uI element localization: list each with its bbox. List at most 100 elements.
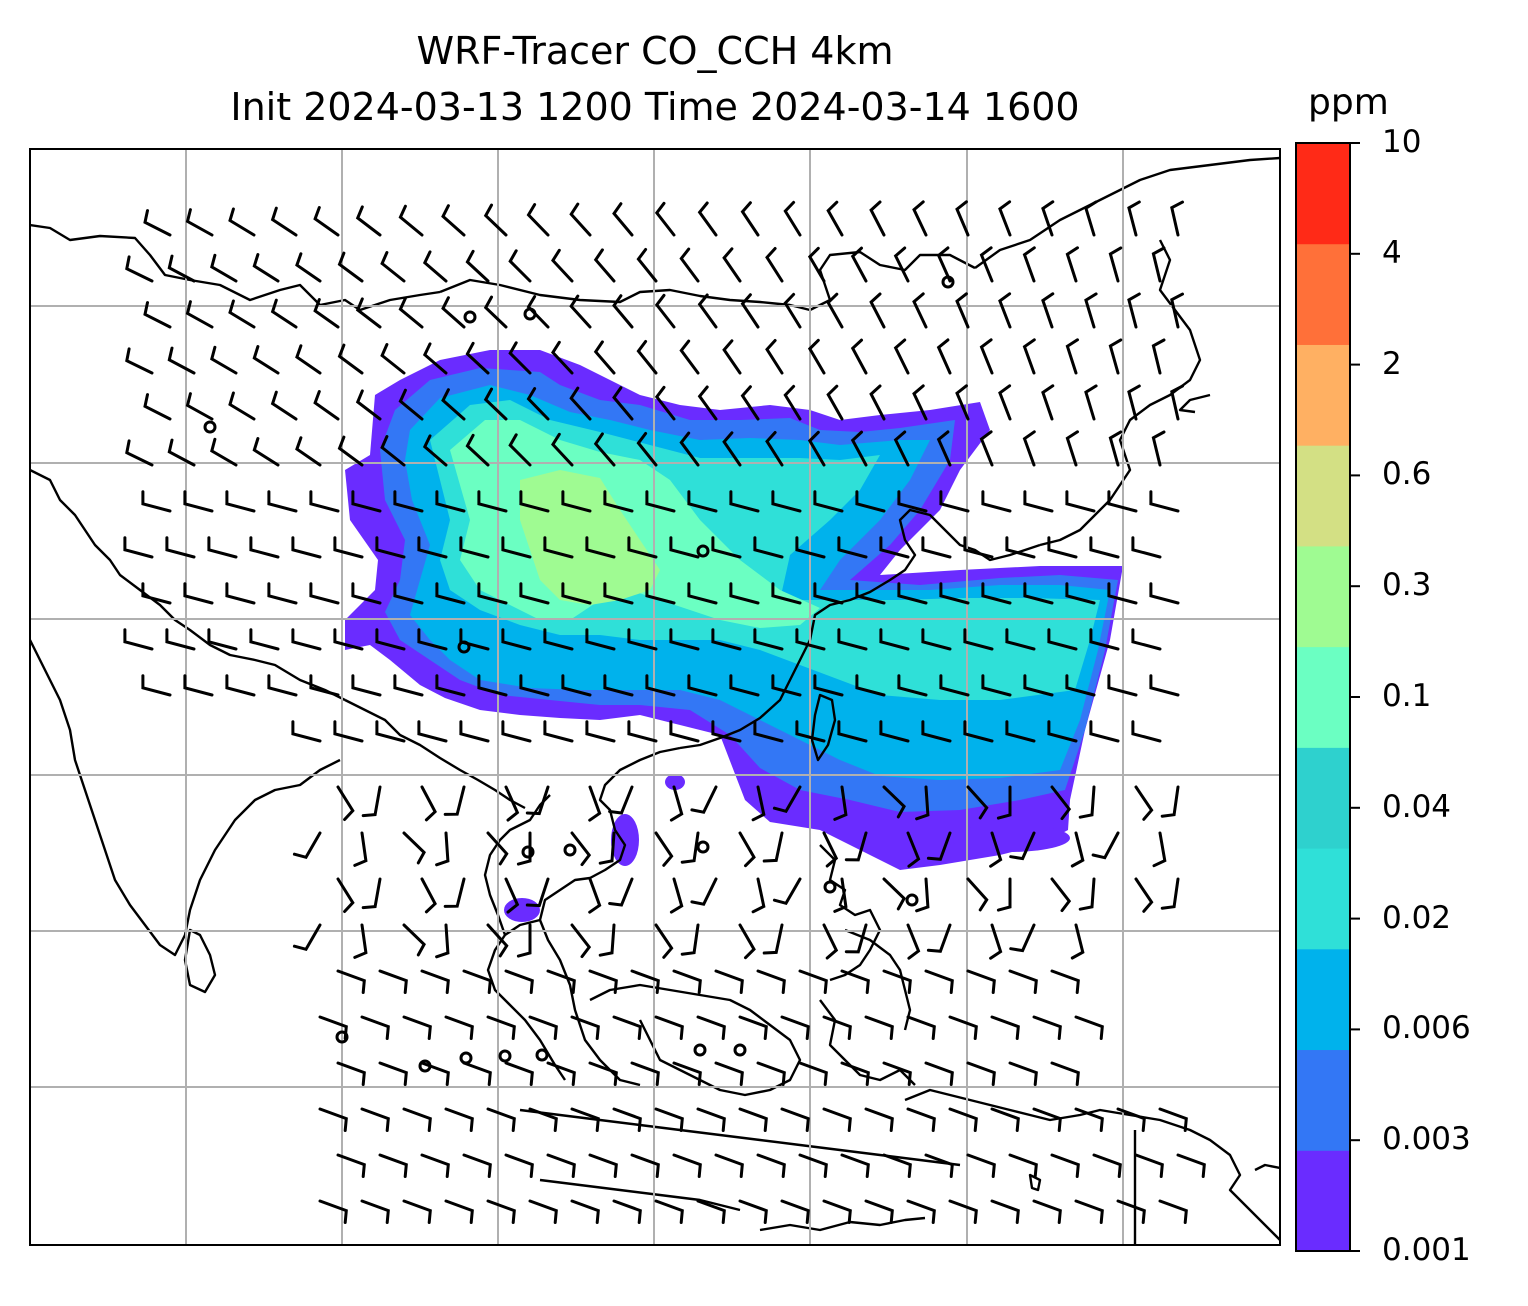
- wind-barb: [360, 1015, 390, 1040]
- wind-barb: [417, 628, 448, 651]
- wind-barb: [435, 490, 466, 513]
- wind-barb: [462, 969, 492, 994]
- wind-barb: [738, 1107, 768, 1132]
- wind-barb: [546, 969, 576, 994]
- wind-barb: [525, 785, 550, 816]
- wind-barb: [780, 1107, 810, 1132]
- wind-barb: [711, 720, 742, 743]
- wind-barb: [441, 296, 466, 329]
- wind-barb: [519, 582, 550, 605]
- wind-barb: [125, 347, 154, 375]
- wind-barb: [654, 831, 674, 867]
- wind-barb: [654, 293, 676, 329]
- wind-barb: [780, 1199, 810, 1224]
- wind-barb: [612, 386, 634, 421]
- colorbar-tick-label: 0.02: [1382, 899, 1452, 936]
- wind-barb: [864, 1107, 894, 1132]
- wind-barb: [267, 490, 298, 513]
- wind-barb: [1032, 1107, 1062, 1132]
- calm-wind-circle: [693, 1043, 707, 1057]
- wind-barb: [270, 298, 298, 329]
- wind-barb: [966, 969, 996, 994]
- wind-barb: [711, 628, 742, 651]
- wind-barb: [630, 1153, 660, 1178]
- wind-barb: [1074, 1015, 1104, 1040]
- wind-barb: [393, 490, 424, 513]
- colorbar-segment: [1296, 646, 1350, 748]
- wind-barb: [1108, 338, 1123, 375]
- wind-barb: [417, 536, 448, 559]
- wind-barb: [291, 720, 322, 743]
- wind-barb: [654, 385, 676, 421]
- wind-barb: [924, 1153, 954, 1178]
- wind-barb: [588, 1061, 618, 1086]
- wind-barb: [998, 292, 1012, 329]
- wind-barb: [740, 201, 760, 237]
- wind-barb: [654, 1015, 684, 1040]
- wind-barb: [228, 299, 256, 329]
- wind-barb: [729, 582, 760, 605]
- wind-barb: [570, 1015, 600, 1040]
- wind-barb: [1134, 1153, 1164, 1178]
- wind-barb: [486, 1199, 516, 1224]
- wind-barb: [141, 490, 172, 513]
- wind-barb: [1070, 831, 1085, 868]
- colorbar-tick-label: 0.1: [1382, 678, 1432, 714]
- wind-barb: [855, 674, 886, 697]
- wind-barb: [603, 582, 634, 605]
- wind-barb: [462, 1153, 492, 1178]
- wind-barb: [690, 785, 718, 814]
- wind-barb: [906, 1199, 936, 1224]
- wind-barb: [672, 969, 702, 994]
- wind-barb: [1108, 246, 1123, 283]
- wind-barb: [772, 877, 802, 906]
- wind-barb: [543, 720, 574, 743]
- colorbar-tick-label: 0.003: [1382, 1121, 1471, 1158]
- colorbar-tick-label: 0.6: [1382, 456, 1432, 493]
- wind-barb: [183, 490, 214, 513]
- wind-barb: [630, 1061, 660, 1086]
- wind-barb: [252, 345, 280, 375]
- wind-barb: [183, 582, 214, 605]
- wind-barb: [598, 923, 616, 957]
- wind-barb: [337, 435, 364, 467]
- wind-barb: [1050, 877, 1072, 913]
- wind-barb: [546, 1061, 576, 1086]
- wind-barb: [1149, 582, 1180, 605]
- wind-barb: [1089, 720, 1120, 743]
- wind-barb: [420, 1153, 450, 1178]
- wind-barb: [295, 252, 322, 283]
- wind-barb: [165, 536, 196, 559]
- wind-barb: [850, 430, 868, 467]
- wind-barb: [318, 1199, 348, 1224]
- wind-barb: [795, 720, 826, 743]
- wind-barb: [378, 1153, 408, 1178]
- wind-barb: [1151, 430, 1166, 467]
- wind-barb: [813, 582, 844, 605]
- wind-barb: [822, 1015, 852, 1040]
- wind-barb: [837, 536, 868, 559]
- wind-barb: [926, 923, 952, 953]
- wind-barb: [123, 628, 154, 651]
- wind-barb: [267, 582, 298, 605]
- wind-barb: [561, 674, 592, 697]
- wind-barb: [443, 785, 466, 816]
- wind-barb: [990, 1015, 1020, 1040]
- wind-barb: [687, 490, 718, 513]
- wind-barb: [963, 536, 994, 559]
- wind-barb: [669, 536, 700, 559]
- wind-barb: [292, 831, 322, 860]
- plume-blob-d: [950, 824, 1070, 852]
- wind-barb: [771, 490, 802, 513]
- wind-barb: [936, 430, 952, 467]
- wind-barb: [687, 674, 718, 697]
- wind-barb: [483, 203, 508, 237]
- wind-barb: [443, 877, 466, 908]
- wind-barb: [669, 877, 684, 914]
- wind-barb: [225, 582, 256, 605]
- wind-barb: [1070, 923, 1085, 960]
- wind-barb: [963, 628, 994, 651]
- wind-barb: [897, 674, 928, 697]
- wind-barb: [636, 432, 658, 467]
- wind-barb: [143, 393, 172, 421]
